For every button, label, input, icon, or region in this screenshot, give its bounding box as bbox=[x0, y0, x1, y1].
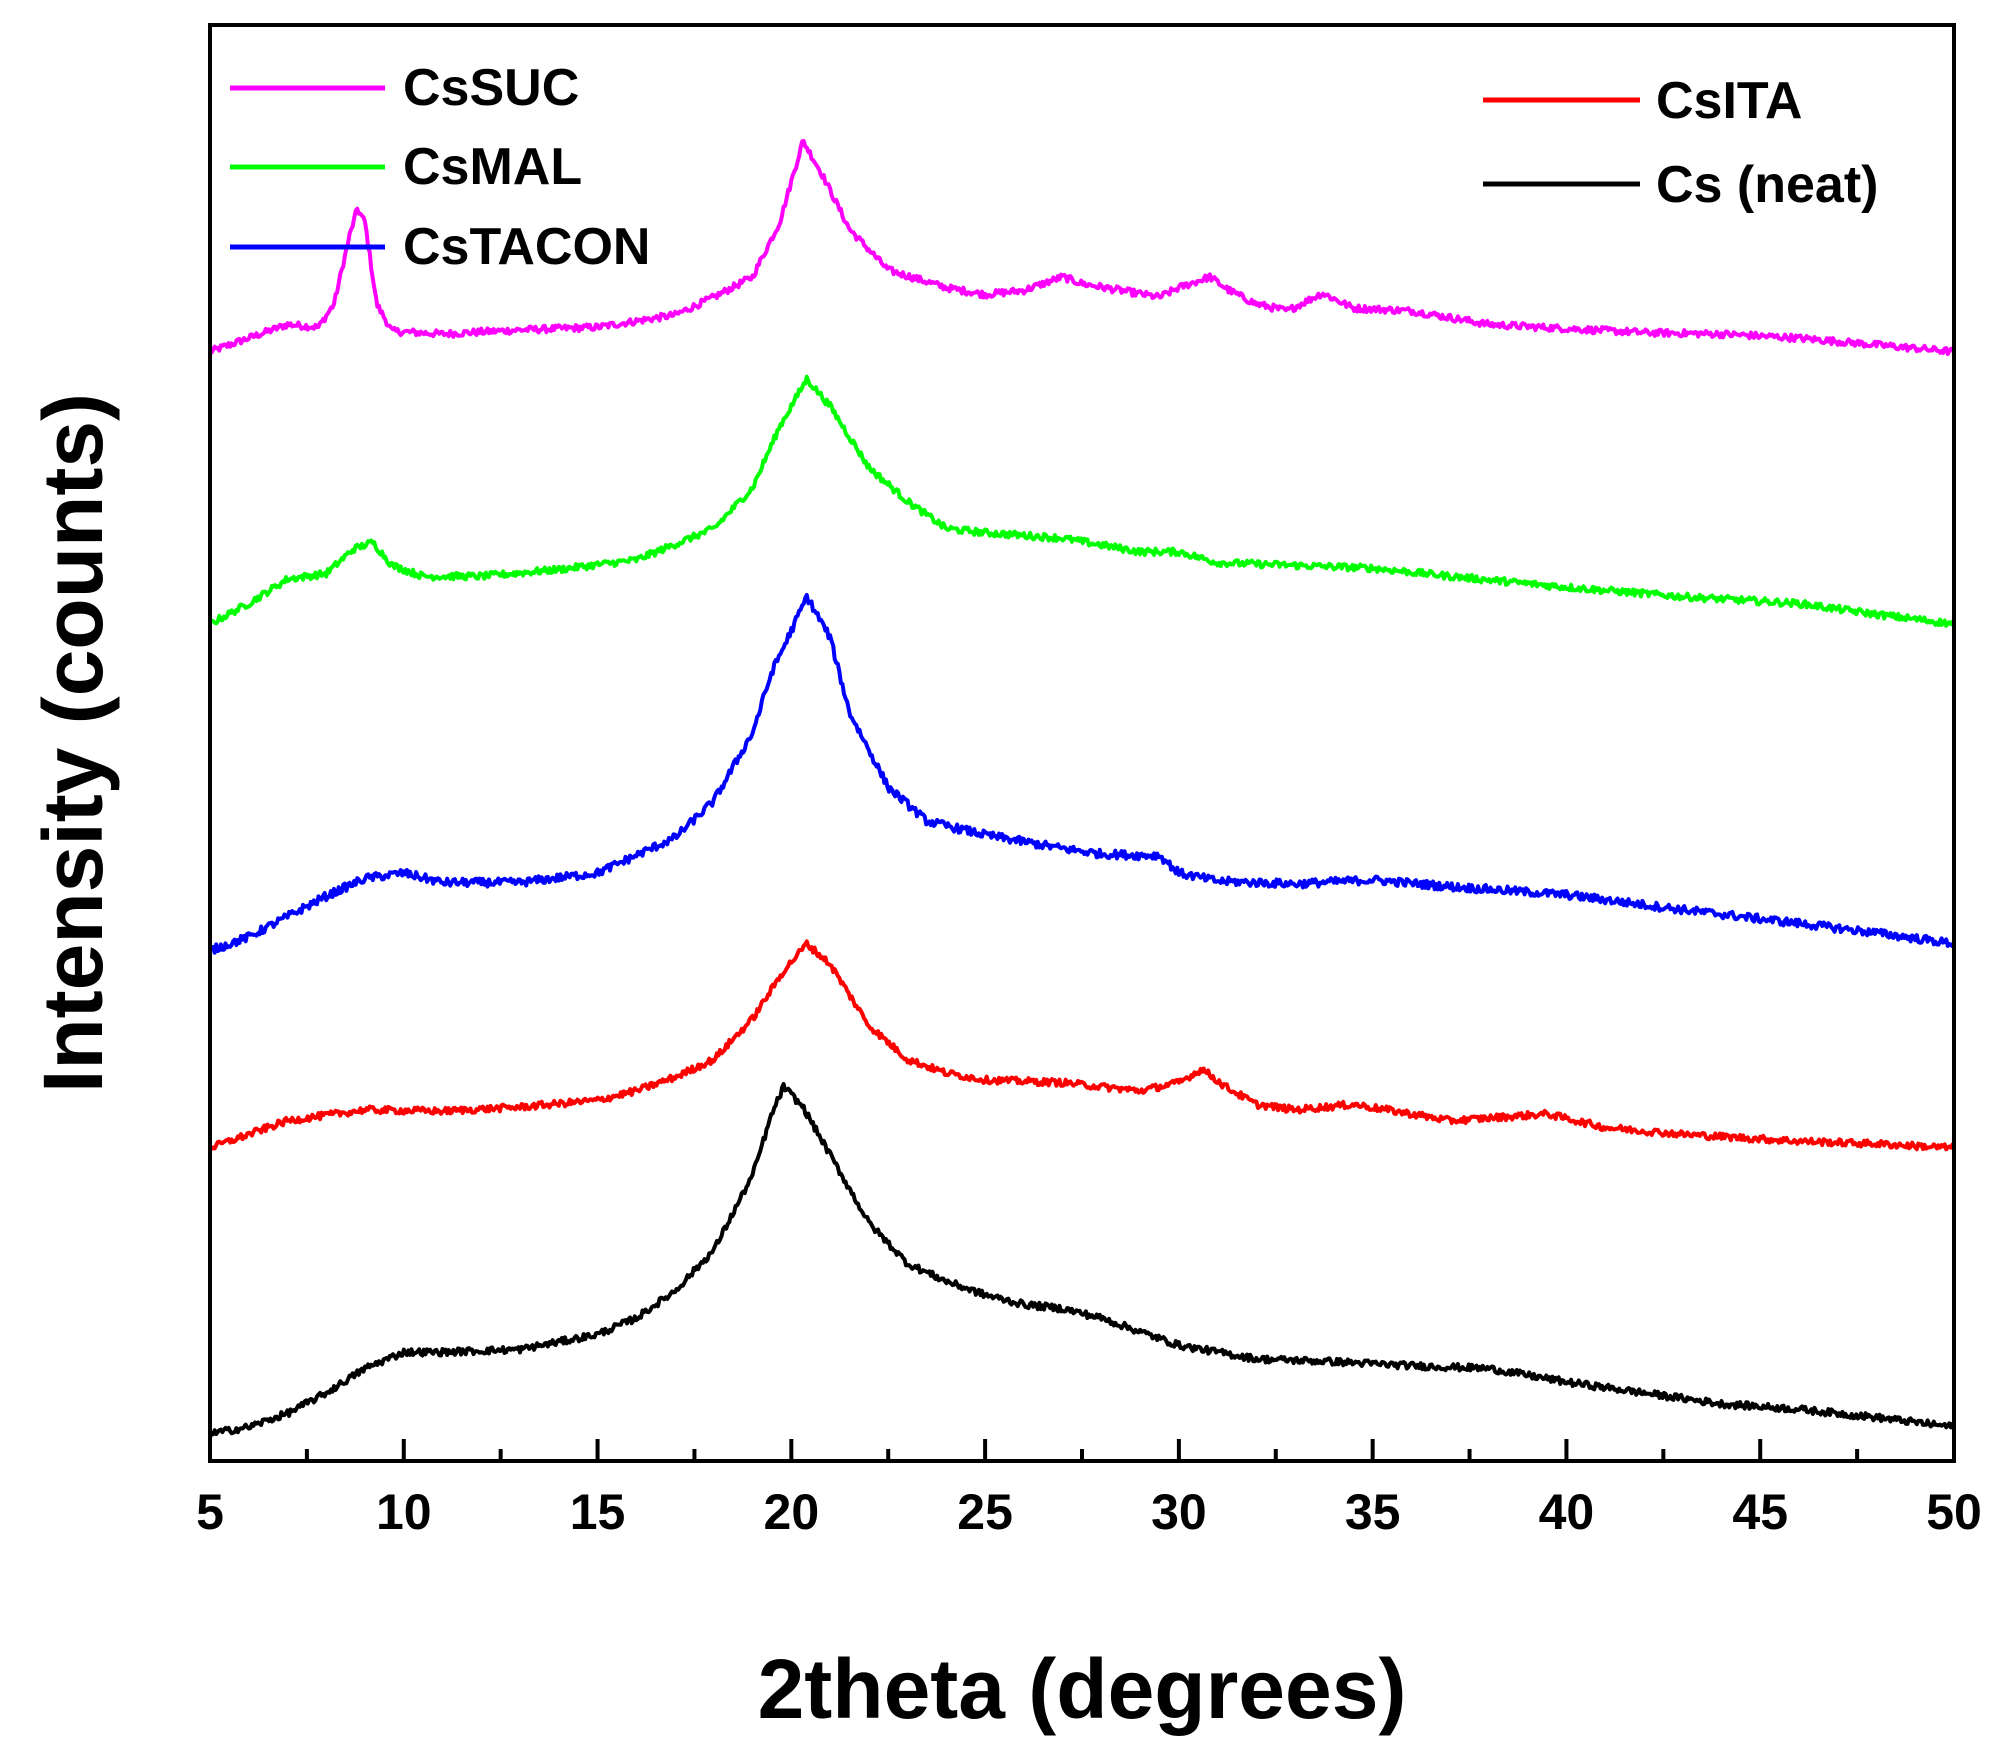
x-axis-title: 2theta (degrees) bbox=[758, 1642, 1407, 1736]
x-tick-label: 10 bbox=[376, 1484, 432, 1540]
x-axis-ticks: 5 10 15 20 25 30 35 40 45 50 bbox=[196, 1439, 1982, 1540]
legend-label-csita: CsITA bbox=[1656, 72, 1802, 130]
series-layer bbox=[208, 139, 1956, 1438]
legend-right: CsITA Cs (neat) bbox=[1483, 72, 1878, 214]
x-tick-label: 20 bbox=[764, 1484, 820, 1540]
legend-label-csmal: CsMAL bbox=[403, 138, 582, 196]
x-tick-label: 5 bbox=[196, 1484, 224, 1540]
x-tick-label: 25 bbox=[957, 1484, 1013, 1540]
x-tick-label: 30 bbox=[1151, 1484, 1207, 1540]
series-line-cstacon bbox=[209, 593, 1956, 955]
x-tick-label: 50 bbox=[1926, 1484, 1982, 1540]
x-tick-label: 45 bbox=[1732, 1484, 1788, 1540]
x-tick-label: 35 bbox=[1345, 1484, 1401, 1540]
series-line-csita bbox=[208, 939, 1956, 1152]
x-tick-label: 40 bbox=[1539, 1484, 1595, 1540]
series-line-cssuc bbox=[208, 139, 1956, 356]
legend-label-cstacon: CsTACON bbox=[403, 218, 650, 276]
series-line-csmal bbox=[209, 374, 1955, 628]
series-line-cs-neat bbox=[208, 1082, 1956, 1438]
legend-label-cssuc: CsSUC bbox=[403, 59, 579, 117]
x-tick-label: 15 bbox=[570, 1484, 626, 1540]
y-axis-title: Intensity (counts) bbox=[26, 393, 120, 1093]
legend-left: CsSUC CsMAL CsTACON bbox=[230, 59, 650, 276]
legend-label-cs-neat: Cs (neat) bbox=[1656, 156, 1878, 214]
